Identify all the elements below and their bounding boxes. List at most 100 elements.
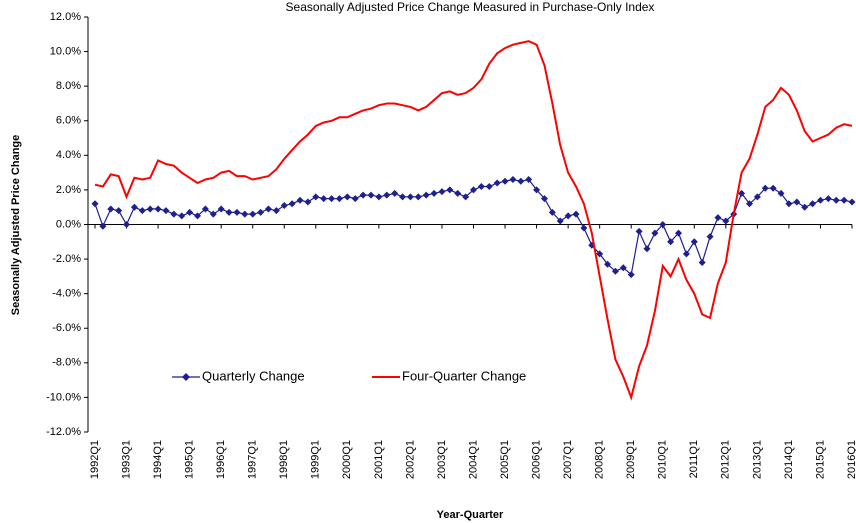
chart-title: Seasonally Adjusted Price Change Measure… — [286, 0, 655, 14]
data-point — [359, 191, 367, 199]
x-tick-label: 2005Q1 — [499, 440, 511, 479]
data-point — [604, 260, 612, 268]
data-point — [343, 193, 351, 201]
data-point — [115, 207, 123, 215]
legend-label: Quarterly Change — [202, 368, 305, 383]
x-tick-label: 2007Q1 — [562, 440, 574, 479]
data-point — [438, 188, 446, 196]
x-tick-label: 1995Q1 — [184, 440, 196, 479]
data-point — [753, 193, 761, 201]
data-point — [399, 193, 407, 201]
x-tick-label: 2010Q1 — [657, 440, 669, 479]
data-point — [659, 221, 667, 228]
data-point — [667, 238, 675, 246]
data-point — [714, 214, 722, 222]
data-point — [596, 250, 604, 258]
x-tick-label: 1999Q1 — [310, 440, 322, 479]
data-point — [470, 186, 477, 194]
data-point — [99, 222, 107, 230]
y-tick-label: -4.0% — [52, 288, 81, 300]
data-point — [162, 207, 170, 215]
data-point — [170, 210, 178, 218]
data-point — [209, 210, 217, 218]
data-point — [383, 191, 391, 199]
y-tick-label: 0.0% — [56, 218, 81, 230]
x-tick-label: 1994Q1 — [152, 440, 164, 479]
data-point — [367, 191, 375, 199]
data-point — [485, 182, 493, 190]
y-tick-label: 10.0% — [50, 45, 81, 57]
data-point — [304, 198, 312, 206]
x-tick-label: 1998Q1 — [278, 440, 290, 479]
data-point — [493, 179, 501, 187]
data-point — [533, 186, 541, 194]
data-point — [406, 193, 414, 201]
y-tick-label: 6.0% — [56, 115, 81, 127]
data-point — [643, 245, 651, 253]
data-point — [809, 200, 817, 208]
data-point — [186, 208, 194, 216]
data-point — [722, 217, 730, 225]
data-point — [249, 210, 257, 218]
data-point — [462, 193, 470, 201]
data-point — [635, 227, 643, 235]
data-point — [91, 200, 99, 208]
x-tick-label: 2004Q1 — [467, 440, 479, 479]
data-point — [296, 196, 304, 204]
x-tick-label: 2006Q1 — [530, 440, 542, 479]
data-point — [777, 189, 785, 197]
data-point — [848, 198, 856, 206]
y-tick-label: 2.0% — [56, 184, 81, 196]
data-point — [138, 207, 146, 215]
data-point — [556, 217, 564, 225]
y-tick-label: 8.0% — [56, 80, 81, 92]
x-tick-label: 1997Q1 — [247, 440, 259, 479]
data-point — [769, 184, 777, 192]
data-point — [454, 189, 462, 197]
data-point — [351, 195, 359, 203]
data-point — [375, 193, 383, 201]
x-axis-title: Year-Quarter — [437, 509, 504, 521]
data-point — [816, 196, 824, 204]
x-tick-label: 2013Q1 — [751, 440, 763, 479]
data-point — [682, 250, 690, 258]
legend-marker — [182, 373, 190, 381]
data-point — [335, 195, 343, 203]
data-point — [146, 205, 154, 213]
y-tick-label: -10.0% — [46, 391, 81, 403]
x-tick-label: 2002Q1 — [404, 440, 416, 479]
data-point — [564, 212, 572, 220]
x-tick-label: 2012Q1 — [720, 440, 732, 479]
x-tick-label: 2001Q1 — [373, 440, 385, 479]
x-tick-label: 2008Q1 — [594, 440, 606, 479]
data-point — [840, 196, 848, 204]
data-point — [540, 195, 548, 203]
data-point — [738, 189, 746, 197]
data-point — [619, 264, 627, 272]
data-point — [430, 189, 438, 197]
data-point — [525, 176, 533, 184]
data-point — [580, 224, 588, 232]
y-tick-label: 4.0% — [56, 149, 81, 161]
y-tick-label: 12.0% — [50, 11, 81, 23]
data-point — [414, 193, 422, 201]
data-point — [194, 212, 202, 220]
data-point — [706, 233, 714, 241]
data-point — [517, 177, 525, 185]
legend-label: Four-Quarter Change — [402, 368, 526, 383]
data-point — [312, 193, 320, 201]
data-point — [761, 184, 769, 192]
x-tick-label: 2000Q1 — [341, 440, 353, 479]
data-point — [272, 207, 280, 215]
data-point — [785, 200, 793, 208]
data-point — [509, 176, 517, 184]
x-tick-label: 2009Q1 — [625, 440, 637, 479]
data-point — [233, 208, 241, 216]
data-point — [264, 205, 272, 213]
data-point — [130, 203, 138, 211]
data-point — [288, 200, 296, 208]
y-tick-label: -8.0% — [52, 357, 81, 369]
x-tick-label: 1992Q1 — [89, 440, 101, 479]
data-point — [548, 208, 556, 216]
x-tick-label: 2003Q1 — [436, 440, 448, 479]
